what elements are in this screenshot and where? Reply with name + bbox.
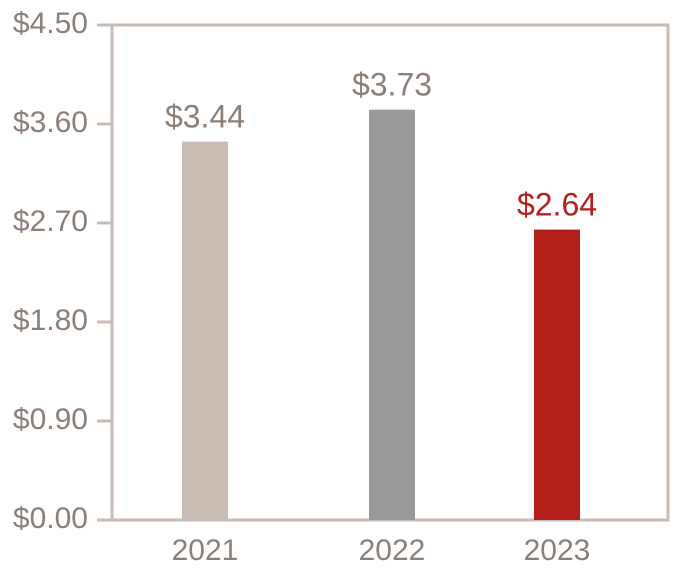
bar-2023 [534, 229, 580, 520]
x-tick-label: 2022 [359, 534, 426, 567]
y-tick-label: $0.90 [13, 403, 88, 436]
y-tick-label: $2.70 [13, 205, 88, 238]
data-label-2022: $3.73 [352, 67, 432, 103]
y-tick-label: $0.00 [13, 502, 88, 535]
bar-2021 [182, 141, 228, 520]
data-label-2023: $2.64 [517, 187, 597, 223]
y-tick-label: $1.80 [13, 304, 88, 337]
data-label-2021: $3.44 [165, 99, 245, 135]
y-tick-label: $3.60 [13, 106, 88, 139]
y-tick-label: $4.50 [13, 7, 88, 40]
bar-2022 [369, 109, 415, 520]
x-tick-label: 2021 [172, 534, 239, 567]
x-tick-label: 2023 [524, 534, 591, 567]
